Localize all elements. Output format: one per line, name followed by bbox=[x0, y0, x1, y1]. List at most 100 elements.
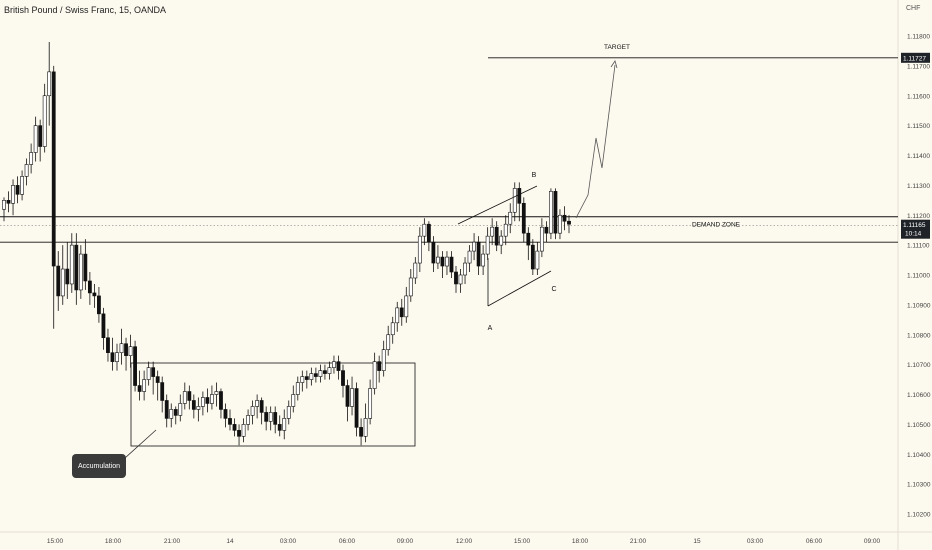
target-price-tag-text: 1.11727 bbox=[903, 55, 926, 62]
candle bbox=[368, 379, 373, 425]
price-tick-label: 1.11500 bbox=[907, 123, 930, 130]
candle-body bbox=[354, 388, 359, 428]
time-tick-label: 09:00 bbox=[864, 538, 881, 545]
candle bbox=[282, 409, 287, 440]
candle bbox=[426, 221, 431, 252]
candle bbox=[237, 424, 241, 446]
candle-body bbox=[404, 295, 409, 318]
candle-body bbox=[535, 250, 540, 270]
candle-body bbox=[137, 385, 142, 392]
candle-body bbox=[241, 424, 246, 437]
candle-body bbox=[304, 376, 309, 380]
candle-body bbox=[11, 185, 15, 204]
candle bbox=[187, 385, 192, 410]
price-tick-label: 1.10600 bbox=[907, 392, 931, 399]
candle-body bbox=[345, 385, 350, 407]
accumulation-box bbox=[130, 362, 416, 447]
candle bbox=[200, 391, 205, 416]
candle-body bbox=[553, 191, 558, 234]
candle-body bbox=[196, 406, 201, 410]
candle-body bbox=[499, 235, 504, 246]
candle-body bbox=[155, 376, 160, 383]
time-tick-label: 18:00 bbox=[572, 538, 589, 545]
candle-body bbox=[119, 343, 124, 353]
candle bbox=[291, 385, 296, 413]
candle-body bbox=[372, 361, 377, 389]
candle-body bbox=[65, 268, 70, 285]
candle bbox=[69, 233, 74, 293]
candle bbox=[567, 215, 571, 234]
candle bbox=[318, 364, 323, 383]
candle-body bbox=[78, 253, 83, 291]
candle bbox=[549, 188, 553, 240]
candle-body bbox=[191, 400, 196, 410]
candle bbox=[119, 328, 124, 365]
candle-body bbox=[164, 400, 169, 419]
candle-body bbox=[106, 337, 110, 353]
candle bbox=[413, 257, 418, 284]
candle-body bbox=[142, 379, 147, 392]
candle bbox=[228, 409, 232, 431]
candle-body bbox=[169, 409, 174, 419]
candle bbox=[42, 83, 47, 153]
candle bbox=[264, 406, 269, 431]
candle bbox=[268, 406, 273, 431]
candle-body bbox=[386, 334, 391, 350]
price-tick-label: 1.10500 bbox=[907, 422, 931, 429]
candle bbox=[124, 337, 128, 371]
candle-body bbox=[530, 244, 535, 270]
candle bbox=[476, 236, 481, 275]
candle bbox=[115, 343, 119, 371]
price-tick-label: 1.10200 bbox=[907, 512, 931, 519]
candle bbox=[210, 385, 214, 410]
candle bbox=[295, 376, 300, 401]
candle bbox=[512, 182, 517, 222]
candle bbox=[110, 337, 115, 371]
candle-body bbox=[332, 361, 336, 368]
candle-body bbox=[268, 412, 273, 422]
candle bbox=[47, 41, 52, 126]
candle bbox=[15, 176, 20, 204]
candle-body bbox=[490, 226, 495, 237]
candle-body bbox=[255, 400, 260, 407]
candle-body bbox=[286, 406, 291, 419]
candle-body bbox=[472, 241, 476, 252]
candle bbox=[92, 283, 97, 308]
candle bbox=[440, 251, 445, 278]
candle bbox=[553, 188, 558, 240]
candle-body bbox=[377, 361, 382, 371]
candle bbox=[363, 403, 368, 443]
candle-body bbox=[128, 346, 133, 356]
time-tick-label: 06:00 bbox=[339, 538, 356, 545]
candle-body bbox=[259, 400, 264, 413]
candle-body bbox=[291, 394, 296, 407]
price-tick-label: 1.11600 bbox=[907, 93, 930, 100]
candle bbox=[404, 286, 409, 323]
candle bbox=[300, 370, 305, 392]
candle bbox=[241, 418, 246, 443]
candle bbox=[422, 218, 427, 246]
candle bbox=[445, 251, 449, 275]
candle bbox=[106, 328, 110, 362]
candle bbox=[463, 257, 467, 284]
time-tick-label: 15:00 bbox=[514, 538, 531, 545]
candle-body bbox=[431, 241, 436, 264]
candle-body bbox=[318, 370, 323, 377]
accumulation-bubble bbox=[72, 454, 126, 478]
candle-body bbox=[87, 280, 92, 294]
candle-body bbox=[399, 307, 404, 318]
candle-body bbox=[232, 424, 237, 431]
candle bbox=[490, 218, 495, 246]
candle-body bbox=[187, 391, 192, 401]
candle bbox=[164, 394, 169, 428]
candle-body bbox=[133, 346, 137, 386]
candle-body bbox=[567, 220, 571, 225]
candle bbox=[377, 355, 382, 383]
candle bbox=[467, 245, 472, 273]
candle bbox=[87, 272, 92, 305]
candle-countdown-text: 10:14 bbox=[905, 231, 922, 238]
candle-body bbox=[562, 214, 567, 222]
candle-body bbox=[92, 292, 97, 297]
candle bbox=[544, 221, 549, 243]
